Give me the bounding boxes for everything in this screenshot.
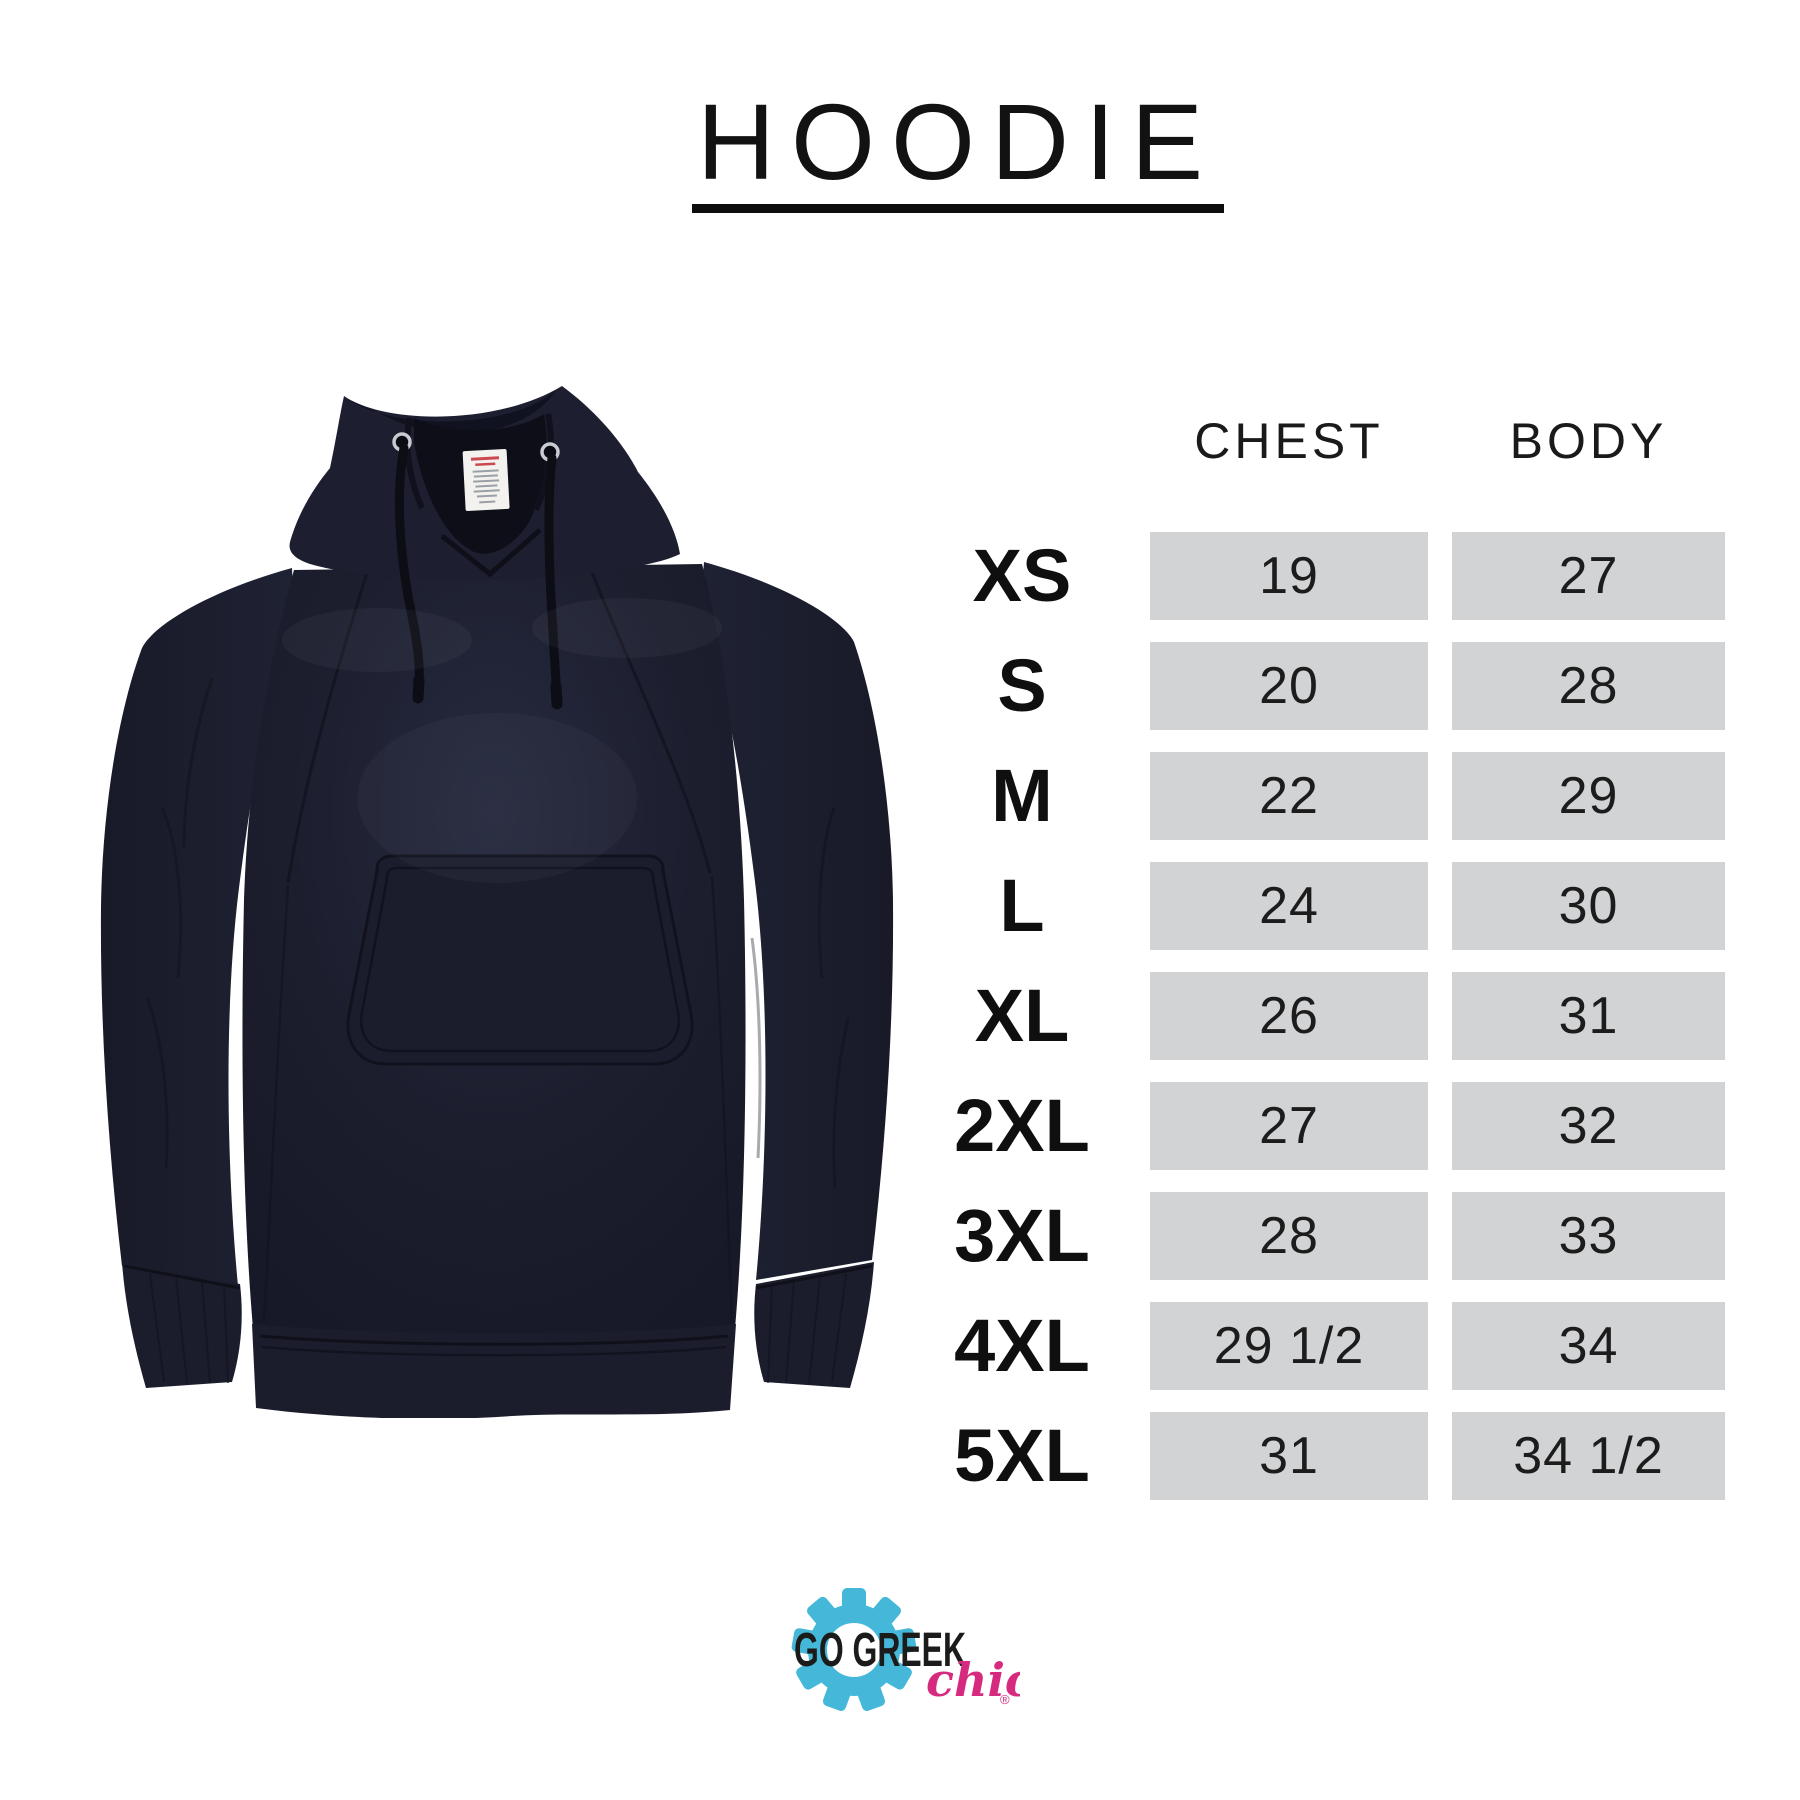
size-label: M — [991, 754, 1053, 837]
chest-cell: 26 — [1150, 972, 1428, 1060]
chest-cell: 20 — [1150, 642, 1428, 730]
size-label: 2XL — [954, 1084, 1090, 1167]
gear-icon — [791, 1588, 917, 1711]
body-cell: 34 — [1452, 1302, 1725, 1390]
title-underline — [692, 204, 1224, 213]
brand-logo: GO GREEK chic ® — [788, 1582, 1020, 1724]
size-label: 5XL — [954, 1414, 1090, 1497]
table-row: M 22 29 — [922, 752, 1725, 840]
body-cell: 30 — [1452, 862, 1725, 950]
kangaroo-pocket — [346, 854, 694, 1066]
hem-stitch-line-2 — [261, 1345, 727, 1357]
left-side-seam — [262, 885, 290, 1323]
logo-word-go-greek: GO GREEK — [794, 1624, 966, 1677]
right-side-seam — [710, 875, 734, 1323]
size-label: 4XL — [954, 1304, 1090, 1387]
body-cell: 31 — [1452, 972, 1725, 1060]
size-label: XL — [974, 974, 1070, 1057]
column-header-body: BODY — [1509, 413, 1668, 469]
chest-cell: 24 — [1150, 862, 1428, 950]
fabric-highlights — [282, 598, 722, 672]
hood-interior-shadow — [350, 390, 556, 434]
body-cell: 32 — [1452, 1082, 1725, 1170]
table-row: XS 19 27 — [922, 532, 1725, 620]
body-cell: 28 — [1452, 642, 1725, 730]
hoodie-right-sleeve — [700, 562, 894, 1280]
drawstring-right — [544, 453, 563, 710]
table-row: 3XL 28 33 — [922, 1192, 1725, 1280]
body-cell: 29 — [1452, 752, 1725, 840]
size-label: S — [997, 644, 1047, 727]
body-cell: 27 — [1452, 532, 1725, 620]
logo-word-chic: chic — [926, 1653, 1020, 1707]
chest-cell: 27 — [1150, 1082, 1428, 1170]
drawstring-left — [394, 443, 425, 704]
body-cell: 34 1/2 — [1452, 1412, 1725, 1500]
product-photo-hoodie — [92, 378, 904, 1418]
size-chart-rows: XS 19 27 S 20 28 M 22 29 L 24 30 XL 26 3… — [922, 532, 1725, 1522]
registered-trademark-symbol: ® — [1000, 1692, 1010, 1707]
table-row: 2XL 27 32 — [922, 1082, 1725, 1170]
right-cuff — [754, 1262, 874, 1388]
table-row: XL 26 31 — [922, 972, 1725, 1060]
table-row: L 24 30 — [922, 862, 1725, 950]
page-title: HOODIE — [696, 81, 1220, 202]
chest-cell: 19 — [1150, 532, 1428, 620]
size-label: 3XL — [954, 1194, 1090, 1277]
hoodie-left-sleeve — [100, 568, 295, 1286]
table-row: 4XL 29 1/2 34 — [922, 1302, 1725, 1390]
body-cell: 33 — [1452, 1192, 1725, 1280]
fabric-wrinkles — [145, 677, 850, 1189]
column-header-chest: CHEST — [1194, 413, 1384, 469]
chest-cell: 28 — [1150, 1192, 1428, 1280]
chest-cell: 22 — [1150, 752, 1428, 840]
neck-tag — [462, 448, 510, 512]
chest-cell: 31 — [1150, 1412, 1428, 1500]
hem-stitch-line — [259, 1334, 729, 1346]
hem-band — [252, 1324, 736, 1418]
table-row: 5XL 31 34 1/2 — [922, 1412, 1725, 1500]
go-greek-chic-logo: GO GREEK chic ® — [791, 1588, 1020, 1711]
size-label: XS — [972, 534, 1072, 617]
pocket-stitching — [359, 866, 681, 1053]
size-label: L — [999, 864, 1045, 947]
left-cuff — [122, 1262, 242, 1388]
chest-cell: 29 1/2 — [1150, 1302, 1428, 1390]
table-row: S 20 28 — [922, 642, 1725, 730]
hood-edge-left — [404, 417, 425, 510]
hoodie-illustration — [100, 386, 894, 1418]
v-neck-stitch — [440, 528, 542, 578]
